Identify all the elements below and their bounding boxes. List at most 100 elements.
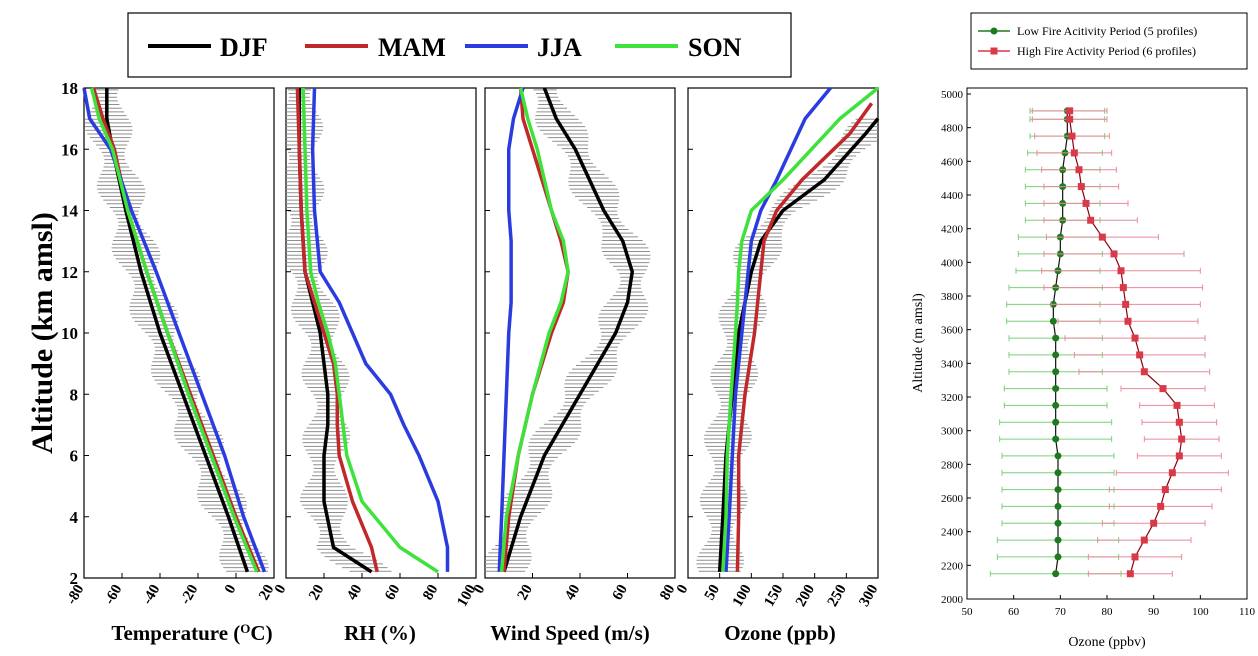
point-low-fire (1052, 435, 1060, 443)
series-line-rh-mam (295, 87, 379, 573)
point-low-fire (1052, 351, 1060, 359)
x-tick-label-wind: 80 (657, 582, 678, 603)
legend-marker-high-fire (990, 47, 998, 55)
x-tick-label-ozone: 300 (856, 582, 881, 609)
legend-right-frame (970, 12, 1248, 70)
point-low-fire (1052, 368, 1060, 376)
point-low-fire (1054, 486, 1062, 494)
legend-label-mam: MAM (378, 33, 446, 62)
series-line-temperature-jja (82, 87, 267, 573)
x-tick-label-right: 90 (1148, 606, 1160, 618)
point-high-fire (1110, 250, 1118, 258)
legend-marker-low-fire (990, 27, 998, 35)
x-tick-label-right: 80 (1102, 606, 1114, 618)
y-tick-label-left: 10 (61, 324, 78, 343)
legend-label-son: SON (688, 33, 742, 62)
series-line-rh-son (301, 87, 439, 574)
x-tick-label-ozone: 250 (825, 582, 850, 609)
x-tick-label-rh: 40 (344, 582, 365, 603)
point-high-fire (1140, 368, 1148, 376)
y-tick-label-right: 3400 (941, 358, 964, 370)
x-axis-label-temperature: Temperature (OC) (111, 621, 272, 646)
x-tick-label-temperature: -60 (102, 582, 126, 607)
x-tick-label-temperature: 0 (222, 582, 240, 596)
point-high-fire (1136, 351, 1144, 359)
legend-label-high-fire: High Fire Activity Period (6 profiles) (1017, 44, 1196, 58)
x-tick-label-temperature: 20 (256, 582, 277, 603)
y-tick-label-right: 4400 (941, 190, 964, 202)
point-high-fire (1082, 199, 1090, 207)
y-tick-label-right: 3600 (941, 325, 964, 337)
y-tick-label-right: 2200 (941, 560, 964, 572)
series-line-ozone-son (721, 86, 880, 572)
y-tick-label-right: 2800 (941, 459, 964, 471)
y-tick-label-right: 4800 (941, 123, 964, 135)
x-tick-label-ozone: 100 (730, 582, 755, 609)
x-tick-label-wind: 20 (515, 582, 536, 603)
panel-frame-ozone (687, 87, 879, 579)
series-line-ozone-jja (724, 86, 832, 572)
point-high-fire (1077, 183, 1085, 191)
point-high-fire (1075, 166, 1083, 174)
series-line-ozone-djf (717, 117, 880, 572)
point-low-fire (1054, 536, 1062, 544)
point-high-fire (1150, 519, 1158, 527)
point-low-fire (1052, 385, 1060, 393)
x-tick-label-right: 100 (1192, 606, 1209, 618)
x-tick-label-wind: 60 (610, 582, 631, 603)
legend-label-jja: JJA (537, 33, 582, 62)
point-low-fire (1049, 317, 1057, 325)
point-high-fire (1126, 570, 1134, 578)
point-low-fire (1054, 469, 1062, 477)
variability-shading-rh (286, 89, 392, 572)
point-high-fire (1131, 334, 1139, 342)
point-low-fire (1052, 418, 1060, 426)
x-tick-label-rh: 20 (306, 582, 327, 603)
y-tick-label-left: 2 (70, 569, 79, 588)
x-tick-label-right: 70 (1055, 606, 1067, 618)
series-line-wind-mam (502, 87, 570, 573)
point-high-fire (1070, 149, 1078, 157)
point-high-fire (1168, 469, 1176, 477)
y-tick-label-left: 12 (61, 263, 78, 282)
y-axis-label-left: Altitude (km amsl) (26, 212, 59, 454)
panel-wind: 0 20 40 60 80 (471, 87, 678, 603)
panel-ozone: 0 50 100 150 200 250 300 (674, 86, 881, 609)
right-plot: 50 60 70 80 90 100 110 2000 2200 2400 2600 2800 3000… (941, 89, 1256, 618)
series-line-wind-son (499, 87, 570, 573)
point-high-fire (1066, 115, 1074, 123)
y-tick-label-right: 4000 (941, 257, 964, 269)
y-tick-label-right: 4200 (941, 224, 964, 236)
legend-left-frame (127, 12, 792, 78)
x-axis-label-wind: Wind Speed (m/s) (490, 621, 649, 645)
y-tick-label-right: 2400 (941, 527, 964, 539)
point-high-fire (1157, 502, 1165, 510)
series-line-temperature-son (89, 87, 259, 573)
point-high-fire (1173, 401, 1181, 409)
y-tick-label-left: 14 (61, 202, 79, 221)
x-tick-label-right: 60 (1008, 606, 1020, 618)
y-tick-label-right: 2000 (941, 594, 964, 606)
y-tick-label-right: 3800 (941, 291, 964, 303)
x-axis-label-rh: RH (%) (344, 621, 416, 645)
y-tick-label-left: 18 (61, 79, 78, 98)
x-tick-label-ozone: 0 (674, 582, 692, 596)
legend-label-low-fire: Low Fire Acitivity Period (5 profiles) (1017, 24, 1197, 38)
panel-rh: 0 20 40 60 80 100 (272, 87, 479, 609)
x-tick-label-right: 50 (962, 606, 974, 618)
x-axis-label-right: Ozone (ppbv) (1068, 635, 1146, 650)
point-high-fire (1122, 300, 1130, 308)
point-high-fire (1140, 536, 1148, 544)
x-tick-label-temperature: -20 (178, 582, 202, 607)
x-tick-label-right: 110 (1239, 606, 1256, 618)
y-tick-label-left: 16 (61, 140, 78, 159)
point-high-fire (1124, 317, 1132, 325)
point-high-fire (1175, 418, 1183, 426)
series-line-right-1 (1069, 110, 1183, 574)
y-axis-label-right: Altitude (m amsl) (911, 293, 926, 393)
point-low-fire (1052, 401, 1060, 409)
legend-label-djf: DJF (220, 33, 268, 62)
